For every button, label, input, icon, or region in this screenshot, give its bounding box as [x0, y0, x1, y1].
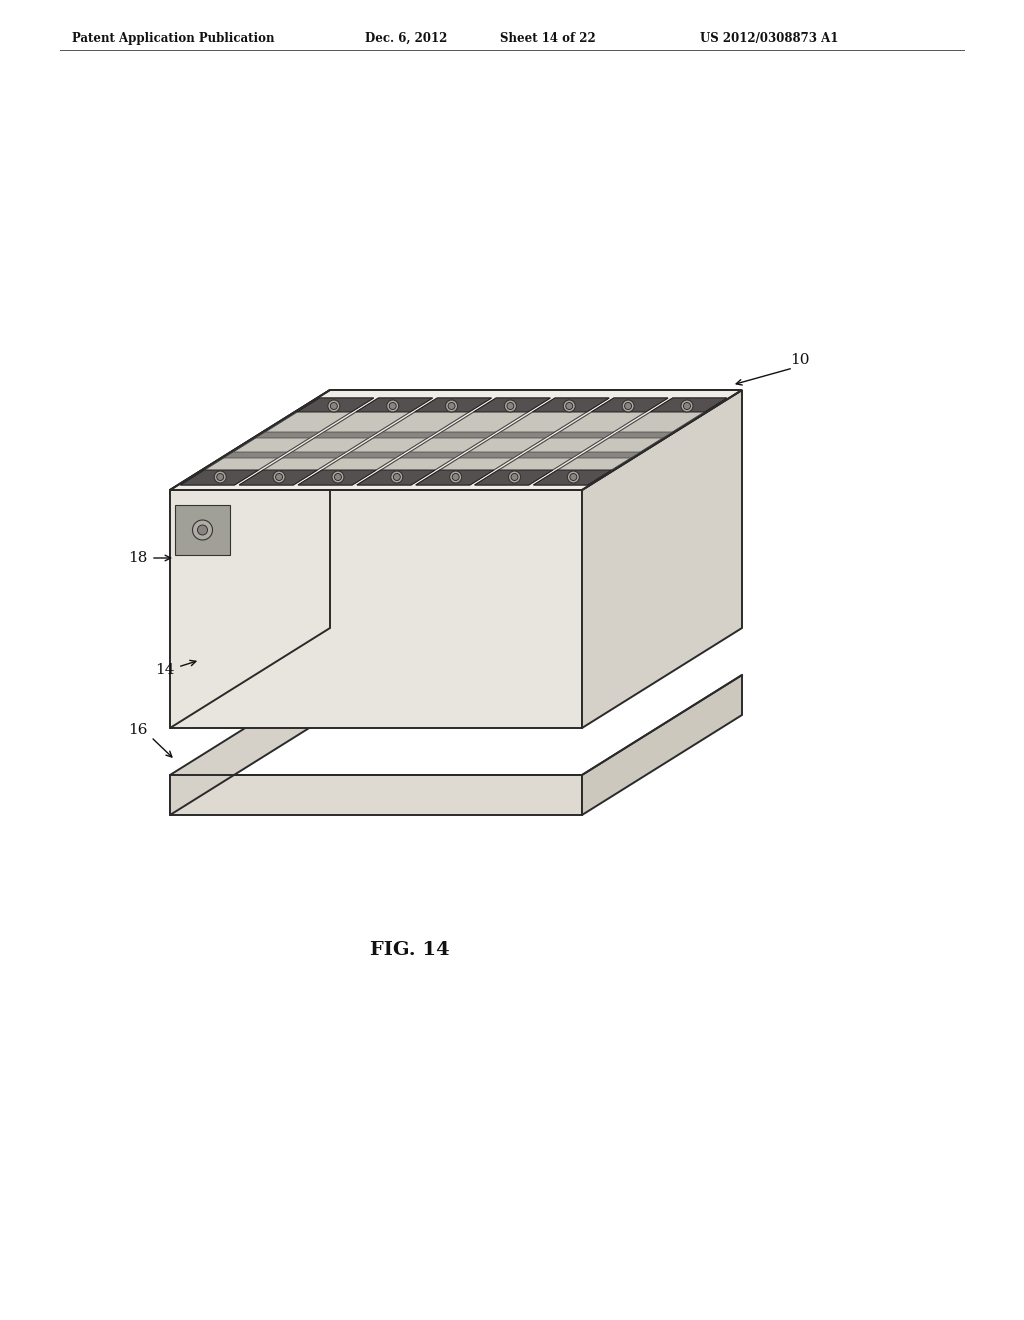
Circle shape: [625, 403, 632, 409]
Polygon shape: [432, 432, 496, 438]
Polygon shape: [374, 432, 437, 438]
Circle shape: [565, 403, 572, 409]
Polygon shape: [357, 470, 435, 484]
Polygon shape: [608, 432, 673, 438]
Circle shape: [275, 474, 283, 480]
Polygon shape: [180, 470, 258, 484]
Circle shape: [391, 471, 402, 483]
Polygon shape: [240, 399, 432, 484]
Circle shape: [509, 471, 520, 483]
Polygon shape: [534, 399, 727, 484]
Polygon shape: [518, 451, 582, 458]
Polygon shape: [170, 775, 582, 814]
Circle shape: [511, 474, 518, 480]
Polygon shape: [550, 432, 613, 438]
Polygon shape: [459, 451, 522, 458]
Circle shape: [273, 471, 285, 483]
Text: US 2012/0308873 A1: US 2012/0308873 A1: [700, 32, 839, 45]
Circle shape: [505, 400, 516, 412]
Circle shape: [681, 400, 693, 412]
Circle shape: [563, 400, 575, 412]
Text: 14: 14: [156, 663, 175, 677]
Circle shape: [214, 471, 226, 483]
Polygon shape: [297, 399, 374, 412]
Polygon shape: [170, 675, 330, 814]
Text: Patent Application Publication: Patent Application Publication: [72, 32, 274, 45]
Polygon shape: [475, 470, 553, 484]
Polygon shape: [357, 399, 550, 484]
Text: Sheet 14 of 22: Sheet 14 of 22: [500, 32, 596, 45]
Polygon shape: [298, 399, 492, 484]
Circle shape: [389, 403, 396, 409]
Circle shape: [387, 400, 398, 412]
Polygon shape: [283, 451, 346, 458]
Text: 10: 10: [790, 352, 810, 367]
Circle shape: [570, 474, 577, 480]
Polygon shape: [577, 451, 640, 458]
Polygon shape: [314, 432, 378, 438]
Polygon shape: [256, 432, 319, 438]
Polygon shape: [180, 399, 374, 484]
Text: Dec. 6, 2012: Dec. 6, 2012: [365, 32, 447, 45]
Circle shape: [332, 471, 344, 483]
Polygon shape: [416, 470, 494, 484]
Polygon shape: [416, 399, 609, 484]
Polygon shape: [475, 399, 668, 484]
Polygon shape: [223, 451, 288, 458]
Circle shape: [683, 403, 690, 409]
Polygon shape: [356, 399, 432, 412]
Polygon shape: [532, 399, 609, 412]
Text: 18: 18: [129, 550, 148, 565]
Polygon shape: [175, 506, 230, 554]
Polygon shape: [341, 451, 406, 458]
Circle shape: [217, 474, 223, 480]
Circle shape: [335, 474, 341, 480]
Circle shape: [445, 400, 458, 412]
Circle shape: [567, 471, 580, 483]
Circle shape: [328, 400, 340, 412]
Polygon shape: [650, 399, 727, 412]
Circle shape: [450, 471, 462, 483]
Text: FIG. 14: FIG. 14: [371, 941, 450, 960]
Circle shape: [453, 474, 459, 480]
Circle shape: [331, 403, 337, 409]
Polygon shape: [298, 470, 376, 484]
Polygon shape: [534, 470, 611, 484]
Polygon shape: [592, 399, 668, 412]
Circle shape: [198, 525, 208, 535]
Circle shape: [193, 520, 213, 540]
Circle shape: [393, 474, 400, 480]
Polygon shape: [170, 490, 582, 729]
Polygon shape: [400, 451, 464, 458]
Circle shape: [507, 403, 514, 409]
Polygon shape: [170, 389, 742, 490]
Polygon shape: [490, 432, 555, 438]
Polygon shape: [240, 470, 317, 484]
Circle shape: [623, 400, 634, 412]
Polygon shape: [415, 399, 492, 412]
Polygon shape: [582, 675, 742, 814]
Polygon shape: [170, 389, 330, 729]
Circle shape: [449, 403, 455, 409]
Polygon shape: [582, 389, 742, 729]
Polygon shape: [474, 399, 550, 412]
Text: 16: 16: [128, 723, 148, 737]
